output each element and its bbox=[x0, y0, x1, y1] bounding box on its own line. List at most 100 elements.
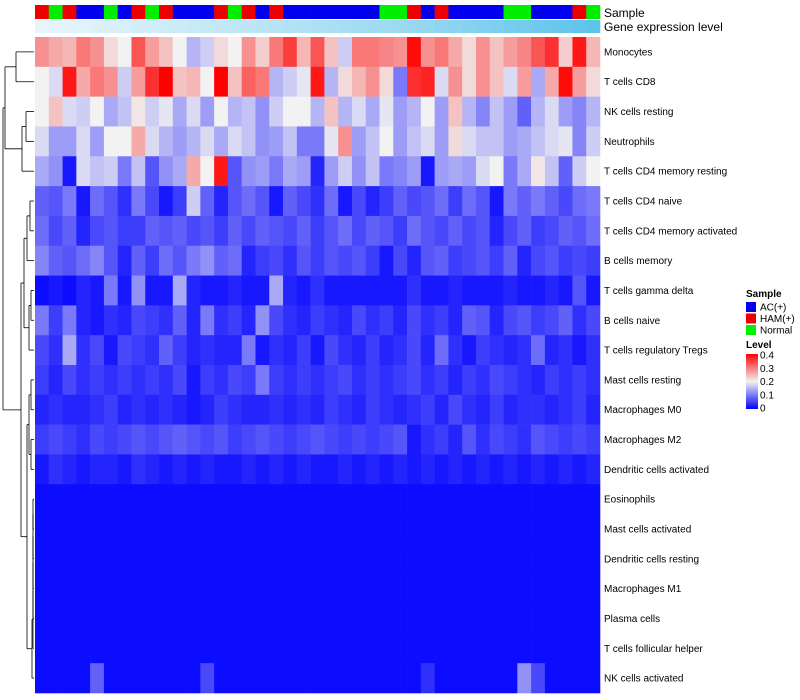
heatmap-cell bbox=[241, 484, 256, 515]
heatmap-cell bbox=[103, 603, 118, 634]
heatmap-cell bbox=[544, 663, 559, 694]
level-legend-title: Level bbox=[746, 340, 772, 351]
heatmap-cell bbox=[62, 514, 77, 545]
heatmap-cell bbox=[351, 603, 367, 634]
heatmap-cell bbox=[448, 573, 463, 604]
heatmap-cell bbox=[103, 514, 118, 545]
heatmap-cell bbox=[172, 335, 187, 366]
heatmap-cell bbox=[324, 394, 339, 425]
heatmap-cell bbox=[407, 186, 422, 217]
row-label: Dendritic cells resting bbox=[604, 554, 699, 565]
heatmap-cell bbox=[338, 633, 353, 664]
heatmap-cell bbox=[489, 454, 504, 485]
heatmap-cell bbox=[269, 245, 284, 276]
heatmap-cell bbox=[62, 126, 77, 157]
heatmap-cell bbox=[503, 37, 518, 68]
heatmap-cell bbox=[420, 215, 435, 247]
heatmap-cell bbox=[117, 514, 132, 545]
heatmap-cell bbox=[434, 424, 449, 455]
heatmap-cell bbox=[145, 37, 160, 68]
heatmap-cell bbox=[241, 37, 256, 68]
heatmap-cell bbox=[379, 484, 394, 515]
gene-expression-cell bbox=[489, 20, 504, 33]
heatmap-cell bbox=[475, 365, 491, 396]
heatmap-cell bbox=[255, 394, 270, 425]
heatmap-cell bbox=[186, 186, 201, 217]
heatmap-cell bbox=[35, 663, 50, 694]
sample-cell bbox=[420, 5, 435, 19]
heatmap-cell bbox=[310, 305, 325, 336]
sample-cell bbox=[131, 5, 146, 19]
sample-annotation-bar bbox=[35, 5, 601, 19]
gene-expression-cell bbox=[503, 20, 518, 33]
heatmap-cell bbox=[338, 305, 353, 336]
heatmap-cell bbox=[531, 603, 546, 634]
heatmap-cell bbox=[62, 37, 77, 68]
heatmap-cell bbox=[434, 126, 449, 157]
heatmap-cell bbox=[393, 633, 408, 664]
heatmap-cell bbox=[434, 663, 449, 694]
row-label: B cells memory bbox=[604, 256, 672, 267]
heatmap-cell bbox=[283, 663, 298, 694]
sample-cell bbox=[310, 5, 325, 19]
heatmap-cell bbox=[489, 126, 504, 157]
heatmap-cell bbox=[172, 96, 187, 127]
heatmap-cell bbox=[310, 603, 325, 634]
heatmap-cell bbox=[572, 335, 587, 366]
heatmap-cell bbox=[159, 37, 174, 68]
heatmap-cell bbox=[227, 305, 243, 336]
heatmap-cell bbox=[503, 603, 518, 634]
heatmap-cell bbox=[558, 305, 573, 336]
heatmap-cell bbox=[117, 305, 132, 336]
heatmap-cell bbox=[269, 186, 284, 217]
heatmap-cell bbox=[517, 663, 532, 694]
gene-expression-cell bbox=[393, 20, 408, 33]
heatmap-cell bbox=[420, 394, 435, 425]
heatmap-cell bbox=[76, 96, 91, 127]
heatmap-cell bbox=[269, 633, 284, 664]
heatmap-cell bbox=[62, 543, 77, 575]
heatmap-cell bbox=[255, 573, 270, 604]
heatmap-cell bbox=[283, 96, 298, 127]
heatmap-cell bbox=[503, 126, 518, 157]
heatmap-cell bbox=[283, 365, 298, 396]
heatmap-cell bbox=[296, 633, 311, 664]
heatmap-cell bbox=[255, 365, 270, 396]
heatmap-cell bbox=[172, 66, 187, 97]
heatmap-cell bbox=[186, 215, 201, 247]
heatmap-cell bbox=[503, 365, 518, 396]
heatmap-cell bbox=[351, 156, 367, 187]
heatmap-cell bbox=[489, 603, 504, 634]
heatmap-cell bbox=[117, 245, 132, 276]
heatmap-cell bbox=[407, 633, 422, 664]
heatmap-cell bbox=[531, 37, 546, 68]
heatmap-cell bbox=[214, 424, 229, 455]
heatmap-cell bbox=[62, 573, 77, 604]
heatmap-cell bbox=[324, 186, 339, 217]
heatmap-cell bbox=[365, 156, 380, 187]
heatmap-cell bbox=[462, 633, 477, 664]
heatmap-cell bbox=[159, 305, 174, 336]
heatmap-cell bbox=[310, 394, 325, 425]
heatmap-cell bbox=[544, 186, 559, 217]
heatmap-cell bbox=[531, 573, 546, 604]
heatmap-cell bbox=[351, 394, 367, 425]
heatmap-cell bbox=[227, 156, 243, 187]
heatmap-cell bbox=[517, 37, 532, 68]
heatmap-cell bbox=[365, 245, 380, 276]
heatmap-cell bbox=[186, 633, 201, 664]
heatmap-cell bbox=[296, 663, 311, 694]
heatmap-cell bbox=[117, 126, 132, 157]
heatmap-cell bbox=[586, 215, 601, 247]
heatmap-cell bbox=[131, 454, 146, 485]
heatmap-cell bbox=[90, 37, 105, 68]
heatmap-cell bbox=[214, 305, 229, 336]
gene-expression-cell bbox=[227, 20, 243, 33]
heatmap-cell bbox=[35, 245, 50, 276]
gene-expression-cell bbox=[283, 20, 298, 33]
heatmap-cell bbox=[448, 305, 463, 336]
sample-cell bbox=[324, 5, 339, 19]
heatmap-cell bbox=[227, 186, 243, 217]
heatmap-cell bbox=[351, 66, 367, 97]
heatmap-cell bbox=[338, 245, 353, 276]
